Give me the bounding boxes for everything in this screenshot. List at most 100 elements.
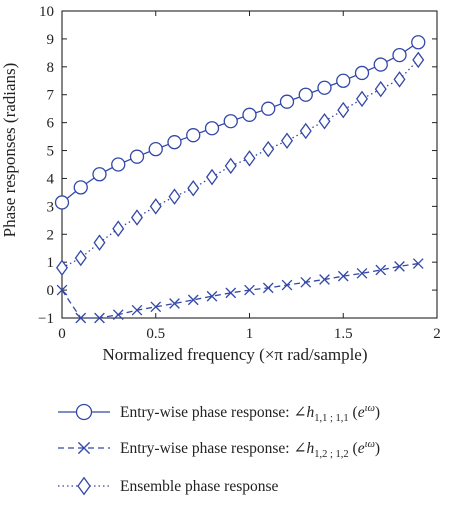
data-point: [299, 122, 312, 140]
data-point: [280, 132, 294, 150]
data-point: [355, 90, 369, 108]
marker-stroke: [56, 284, 68, 296]
data-point: [129, 149, 145, 164]
data-point: [205, 168, 219, 186]
x-tick-label: 0.5: [146, 326, 165, 342]
marker-stroke: [206, 290, 218, 302]
marker-stroke: [112, 309, 124, 320]
data-point: [93, 234, 106, 251]
data-point: [375, 264, 387, 276]
data-point: [262, 282, 274, 294]
data-point: [56, 284, 68, 296]
marker-stroke: [394, 261, 405, 272]
marker-stroke: [319, 274, 330, 285]
y-tick-label: −1: [38, 311, 54, 327]
data-point: [337, 101, 350, 119]
y-tick-label: 1: [47, 255, 55, 271]
data-point: [223, 114, 238, 129]
data-point: [318, 112, 331, 130]
data-point: [75, 312, 87, 324]
data-point: [336, 73, 351, 88]
data-point: [130, 209, 144, 226]
marker-stroke: [94, 312, 105, 324]
data-point: [167, 135, 182, 150]
data-point: [394, 261, 405, 272]
y-axis-label: Phase responses (radians): [0, 63, 19, 238]
legend: Entry-wise phase response: ∠h1,1 ; 1,1 (…: [58, 403, 380, 496]
y-tick-label: 6: [47, 116, 55, 132]
data-point: [111, 157, 126, 172]
data-point: [168, 188, 181, 205]
series-line: [61, 41, 419, 203]
x-tick-label: 2: [433, 326, 441, 342]
data-point: [224, 157, 237, 175]
data-point: [300, 276, 312, 288]
x-tick-label: 1.5: [334, 326, 353, 342]
marker-stroke: [262, 282, 274, 294]
data-point: [54, 195, 70, 210]
x-axis: 0 0.5 1 1.5 2: [58, 11, 441, 342]
data-point: [169, 298, 180, 309]
legend-item-2: Entry-wise phase response: ∠h1,2 ; 1,2 (…: [58, 439, 380, 460]
data-point: [356, 268, 368, 279]
y-axis: −1 0 1 2 3 4 5 6 7 8 9 10: [38, 4, 437, 327]
marker-stroke: [187, 294, 199, 306]
marker-stroke: [412, 258, 424, 269]
series-1: [54, 35, 426, 210]
marker-stroke: [375, 264, 387, 276]
marker-stroke: [356, 268, 368, 279]
series-2: [56, 258, 424, 324]
legend-label: Ensemble phase response: [120, 478, 279, 495]
legend-label: Entry-wise phase response: ∠h1,2 ; 1,2 (…: [120, 439, 380, 460]
marker-stroke: [131, 304, 143, 316]
legend-marker: [75, 403, 93, 421]
marker-stroke: [150, 301, 162, 313]
data-point: [112, 220, 125, 237]
data-point: [281, 279, 293, 291]
data-point: [243, 150, 256, 167]
marker-stroke: [244, 284, 255, 296]
data-point: [244, 284, 255, 296]
data-point: [393, 71, 406, 88]
data-point: [279, 94, 295, 109]
data-point: [149, 198, 162, 215]
data-point: [412, 258, 424, 269]
series-line: [61, 262, 419, 319]
data-point: [55, 259, 69, 277]
marker-stroke: [300, 276, 312, 288]
y-tick-label: 0: [47, 283, 55, 299]
x-axis-label: Normalized frequency (×π rad/sample): [102, 345, 367, 364]
data-point: [92, 167, 107, 182]
y-tick-label: 10: [39, 4, 54, 20]
legend-item-1: Entry-wise phase response: ∠h1,1 ; 1,1 (…: [58, 403, 380, 424]
data-point: [392, 47, 407, 63]
data-point: [262, 140, 275, 158]
data-point: [242, 107, 257, 122]
marker-stroke: [75, 312, 87, 324]
data-point: [412, 51, 425, 69]
legend-label: Entry-wise phase response: ∠h1,1 ; 1,1 (…: [120, 403, 380, 424]
data-point: [354, 65, 370, 81]
x-tick-label: 1: [246, 326, 254, 342]
data-point: [261, 101, 276, 116]
data-point: [94, 312, 105, 324]
data-point: [337, 270, 349, 282]
y-tick-label: 3: [47, 199, 55, 215]
marker-stroke: [169, 298, 180, 309]
data-point: [150, 301, 162, 313]
data-point: [373, 57, 388, 72]
series-layer: [54, 35, 426, 324]
data-point: [74, 249, 87, 267]
data-point: [374, 80, 387, 98]
marker-stroke: [77, 441, 91, 455]
data-point: [225, 287, 237, 299]
data-point: [187, 179, 200, 197]
data-point: [187, 294, 199, 306]
y-tick-label: 8: [47, 60, 55, 76]
data-point: [186, 128, 201, 143]
data-point: [319, 274, 330, 285]
marker-stroke: [281, 279, 293, 291]
legend-item-3: Ensemble phase response: [58, 476, 279, 496]
